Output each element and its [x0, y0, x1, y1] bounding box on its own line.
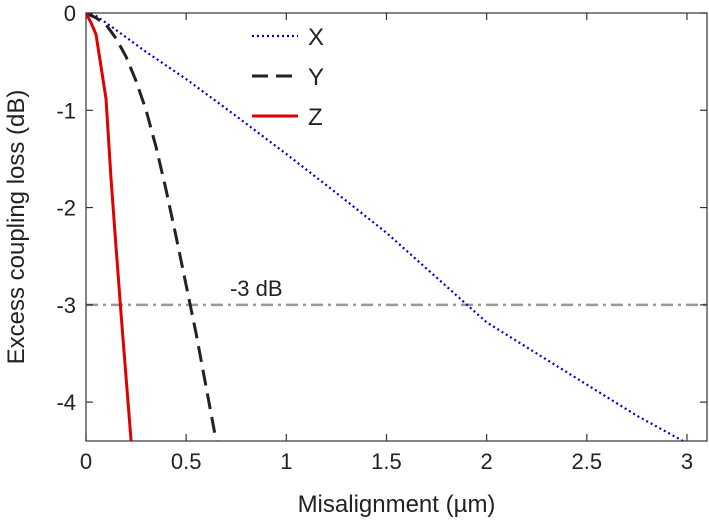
y-tick-label: -3	[56, 293, 76, 318]
legend-label-x: X	[308, 24, 324, 51]
series-z-line	[86, 13, 133, 441]
x-tick-label: 2.5	[572, 449, 603, 474]
plot-frame	[85, 12, 708, 442]
reference-line-label: -3 dB	[230, 276, 283, 301]
y-tick-label: -4	[56, 390, 76, 415]
y-tick-label: -2	[56, 196, 76, 221]
x-tick-label: 0.5	[171, 449, 202, 474]
series-x-line	[86, 13, 684, 441]
x-tick-label: 2	[481, 449, 493, 474]
x-tick-label: 0	[80, 449, 92, 474]
legend-label-y: Y	[308, 64, 324, 91]
y-tick-label: 0	[64, 1, 76, 26]
x-tick-label: 3	[681, 449, 693, 474]
x-tick-label: 1	[280, 449, 292, 474]
x-tick-label: 1.5	[371, 449, 402, 474]
series-y-line	[86, 13, 218, 441]
y-axis-title: Excess coupling loss (dB)	[3, 90, 30, 365]
legend-label-z: Z	[308, 104, 323, 131]
plot-area	[86, 13, 707, 441]
y-tick-label: -1	[56, 98, 76, 123]
axes: -3 dB 0 0.5 1 1.5 2 2.5 3 0 -1 -2 -3 -4	[56, 1, 708, 474]
x-axis-title: Misalignment (µm)	[298, 491, 496, 518]
legend: XYZ	[252, 24, 324, 131]
